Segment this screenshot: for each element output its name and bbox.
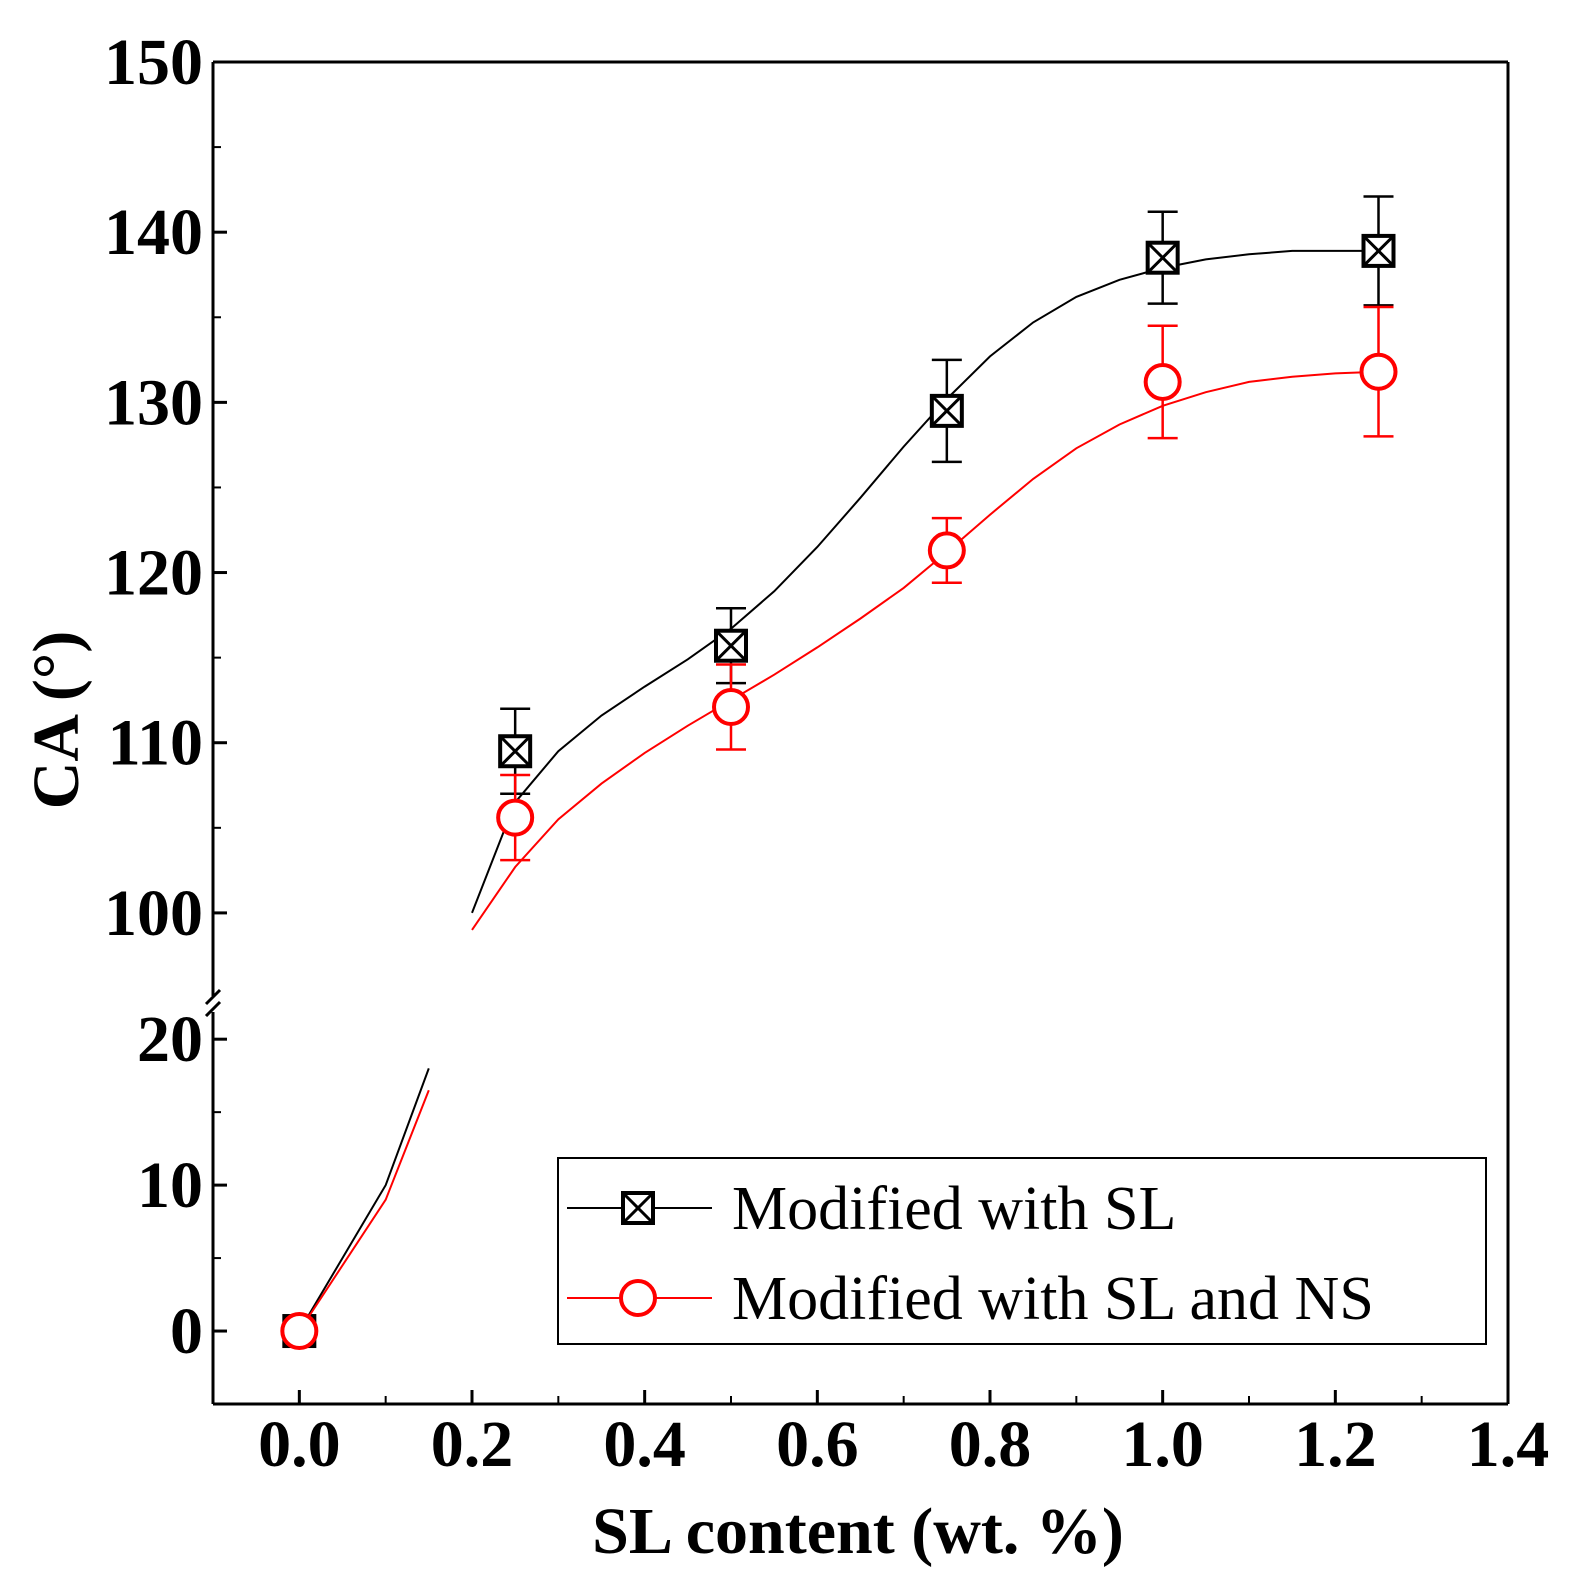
fit-curve-lower <box>298 1089 430 1332</box>
break-mark-upper <box>204 988 222 1006</box>
y-axis-break <box>204 988 222 1018</box>
marker-cross <box>930 394 963 427</box>
y-axis-title: CA (°) <box>20 631 93 810</box>
marker-cross <box>714 629 748 662</box>
y-tick-label: 140 <box>104 196 203 269</box>
fit-curve-lower <box>298 1068 430 1332</box>
y-tick-label: 20 <box>137 1003 203 1076</box>
data-point <box>929 393 964 428</box>
data-point <box>498 734 533 769</box>
fit-curve-upper <box>471 249 1379 914</box>
marker-cross <box>621 1191 655 1225</box>
series-2 <box>280 305 1398 1351</box>
x-tick-label: 0.8 <box>949 1408 1032 1481</box>
y-tick-label: 10 <box>137 1149 203 1222</box>
y-tick-label: 150 <box>104 26 203 99</box>
legend-label: Modified with SL and NS <box>732 1265 1374 1333</box>
legend-box <box>557 1157 1487 1345</box>
x-axis-ticks: 0.0 0.2 0.4 0.6 0.8 1.0 1.2 1.4 <box>212 1390 1550 1481</box>
data-point <box>280 1312 319 1351</box>
series-layer <box>280 195 1398 1351</box>
data-point <box>1143 362 1182 401</box>
data-point <box>621 1191 655 1225</box>
data-point <box>619 1279 657 1317</box>
fit-curve-upper <box>471 370 1379 931</box>
x-axis-title: SL content (wt. %) <box>592 1495 1124 1568</box>
data-point <box>714 628 748 663</box>
y-tick-label: 130 <box>104 366 203 439</box>
plot-frame <box>211 60 1510 1406</box>
legend-label: Modified with SL <box>732 1175 1176 1243</box>
marker-cross <box>499 735 532 768</box>
y-axis-ticks: 0 10 20 100 110 120 130 140 150 <box>104 26 227 1405</box>
data-point <box>1145 240 1180 275</box>
legend-entry-2: Modified with SL and NS <box>567 1265 1374 1333</box>
x-tick-label: 1.2 <box>1294 1408 1377 1481</box>
marker-cross <box>1146 241 1179 274</box>
x-tick-label: 1.0 <box>1121 1408 1204 1481</box>
y-tick-label: 100 <box>104 877 203 950</box>
data-point <box>927 531 966 570</box>
break-mark-lower <box>204 1000 222 1018</box>
x-tick-label: 0.2 <box>431 1408 514 1481</box>
y-tick-label: 120 <box>104 537 203 610</box>
data-point <box>712 687 750 726</box>
x-tick-label: 0.0 <box>258 1408 341 1481</box>
legend-entry-1: Modified with SL <box>567 1175 1176 1243</box>
marker-cross <box>1362 234 1395 267</box>
data-point <box>1359 352 1398 391</box>
data-point <box>1361 233 1396 268</box>
x-tick-label: 0.4 <box>603 1408 686 1481</box>
legend: Modified with SL Modified with SL and NS <box>557 1157 1487 1345</box>
data-point <box>496 798 535 837</box>
x-tick-label: 0.6 <box>776 1408 859 1481</box>
y-tick-label: 110 <box>108 707 203 780</box>
y-tick-label: 0 <box>170 1295 203 1368</box>
x-tick-label: 1.4 <box>1467 1408 1550 1481</box>
